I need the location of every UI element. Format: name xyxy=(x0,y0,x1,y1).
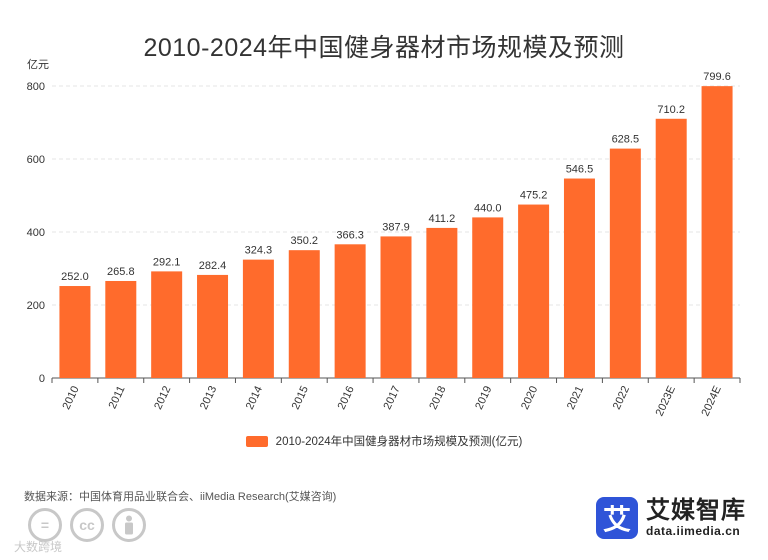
value-label-2023E: 710.2 xyxy=(657,104,685,116)
x-tick-label-2021: 2021 xyxy=(565,384,586,411)
x-tick-label-2015: 2015 xyxy=(290,384,311,411)
value-label-2021: 546.5 xyxy=(566,164,594,176)
y-tick-labels: 0 200 400 600 800 xyxy=(27,81,45,385)
value-label-2019: 440.0 xyxy=(474,202,502,214)
legend-label: 2010-2024年中国健身器材市场规模及预测(亿元) xyxy=(275,436,523,448)
x-tick-label-2019: 2019 xyxy=(473,384,494,411)
value-label-2024E: 799.6 xyxy=(703,71,731,83)
bar-2018 xyxy=(426,227,458,378)
bar-2019 xyxy=(472,217,504,378)
x-tick-labels: 2010 2011 2012 2013 2014 2015 2016 2017 2018 2019… xyxy=(51,378,741,418)
x-tick-label-2013: 2013 xyxy=(198,384,219,411)
brand-logo-icon: 艾 xyxy=(596,497,638,539)
x-tick-label-2018: 2018 xyxy=(427,384,448,411)
y-unit-label: 亿元 xyxy=(27,58,49,71)
data-source-note: 数据来源：中国体育用品业联合会、iiMedia Research(艾媒咨询) xyxy=(24,491,337,503)
bar-2024E xyxy=(701,86,733,378)
x-tick-label-2010: 2010 xyxy=(60,384,81,411)
y-tick-label: 0 xyxy=(39,373,45,385)
value-label-2016: 366.3 xyxy=(336,229,364,241)
x-tick-label-2016: 2016 xyxy=(336,384,357,411)
x-tick-label-2023E: 2023E xyxy=(654,384,678,418)
x-tick-label-2014: 2014 xyxy=(244,384,265,411)
bar-2011 xyxy=(105,280,137,378)
person-icon xyxy=(112,508,146,542)
value-label-2022: 628.5 xyxy=(612,134,640,146)
chart-title: 2010-2024年中国健身器材市场规模及预测 xyxy=(143,34,625,62)
bar-2022 xyxy=(609,148,641,378)
bar-2016 xyxy=(334,244,366,378)
value-label-2014: 324.3 xyxy=(245,245,273,257)
value-label-2012: 292.1 xyxy=(153,256,181,268)
license-badges: = cc xyxy=(28,508,146,542)
x-tick-label-2020: 2020 xyxy=(519,384,540,411)
x-tick-label-2024E: 2024E xyxy=(699,384,723,418)
value-label-2011: 265.8 xyxy=(107,266,135,278)
value-label-2010: 252.0 xyxy=(61,271,89,283)
y-tick-label: 400 xyxy=(27,227,45,239)
value-label-2020: 475.2 xyxy=(520,190,548,202)
value-label-2017: 387.9 xyxy=(382,221,410,233)
value-label-2018: 411.2 xyxy=(429,213,456,225)
brand-logo-block: 艾 艾媒智库 data.iimedia.cn xyxy=(596,497,746,539)
value-label-2015: 350.2 xyxy=(291,235,319,247)
cc-icon: cc xyxy=(70,508,104,542)
equal-icon: = xyxy=(28,508,62,542)
brand-name: 艾媒智库 xyxy=(646,497,746,524)
bar-2017 xyxy=(380,236,412,378)
bar-2021 xyxy=(563,178,595,378)
x-tick-label-2017: 2017 xyxy=(381,384,402,411)
bar-2023E xyxy=(655,118,687,378)
bar-2015 xyxy=(288,250,320,378)
y-tick-label: 600 xyxy=(27,154,45,166)
x-tick-label-2012: 2012 xyxy=(152,384,173,411)
watermark: 大数跨境 xyxy=(14,540,63,554)
bar-2012 xyxy=(151,271,183,378)
bar-2010 xyxy=(59,286,91,378)
brand-logo-char: 艾 xyxy=(602,504,631,535)
bar-2020 xyxy=(518,204,550,378)
value-label-2013: 282.4 xyxy=(199,260,227,272)
y-tick-label: 200 xyxy=(27,300,45,312)
chart-legend: 2010-2024年中国健身器材市场规模及预测(亿元) xyxy=(0,433,768,449)
bar-2014 xyxy=(242,259,274,378)
value-labels: 252.0 265.8 292.1 282.4 324.3 350.2 366.3 387.9… xyxy=(61,71,731,283)
y-tick-label: 800 xyxy=(27,81,45,93)
bars xyxy=(59,86,733,378)
brand-url: data.iimedia.cn xyxy=(646,524,741,538)
bar-2013 xyxy=(197,274,229,378)
bar-chart: 亿元 0 200 400 600 800 252.0 265.8 292.1 282.4 324… xyxy=(27,58,741,418)
x-tick-label-2011: 2011 xyxy=(107,384,128,411)
legend-swatch xyxy=(245,435,268,447)
x-tick-label-2022: 2022 xyxy=(611,384,632,411)
